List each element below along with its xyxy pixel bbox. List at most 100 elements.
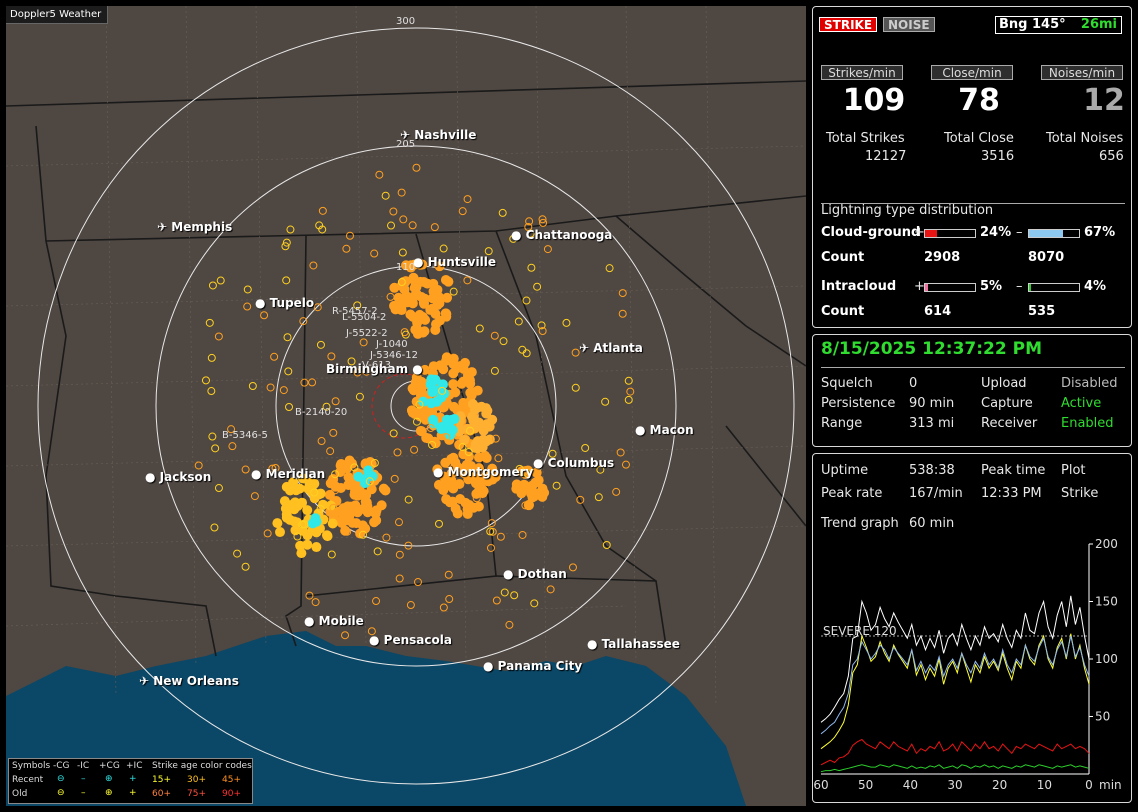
city-columbus[interactable]: ● Columbus bbox=[533, 456, 615, 470]
strike-marker bbox=[539, 218, 548, 227]
city-mobile[interactable]: ● Mobile bbox=[304, 614, 364, 628]
strike-marker bbox=[329, 503, 338, 512]
strike-marker bbox=[432, 300, 443, 311]
strike-marker bbox=[456, 378, 467, 389]
storm-label: J-1040 bbox=[376, 339, 408, 350]
strike-marker bbox=[496, 532, 505, 541]
upload-label: Upload bbox=[981, 376, 1027, 391]
ic-negative-bar bbox=[1028, 283, 1080, 292]
strike-marker bbox=[292, 500, 303, 511]
strike-marker bbox=[460, 497, 471, 508]
city-dot-icon: ● bbox=[413, 255, 424, 269]
strike-marker bbox=[413, 578, 422, 587]
bearing-display: Bng 145° 26mi bbox=[995, 16, 1122, 34]
strike-marker bbox=[581, 443, 590, 452]
strike-marker bbox=[596, 465, 605, 474]
recent-strike-marker bbox=[418, 396, 429, 407]
ring-label-middle: 205 bbox=[396, 139, 416, 150]
strike-marker bbox=[484, 247, 493, 256]
lightning-map[interactable]: Doppler5 Weather 300 205 110 ✈ Nashville… bbox=[6, 6, 806, 806]
strike-marker bbox=[409, 259, 420, 270]
close-per-min-header: Close/min bbox=[931, 65, 1013, 80]
distribution-title: Lightning type distribution bbox=[821, 203, 994, 218]
strike-marker bbox=[449, 287, 458, 296]
strike-marker bbox=[375, 170, 384, 179]
noise-indicator[interactable]: NOISE bbox=[883, 17, 935, 32]
city-atlanta[interactable]: ✈ Atlanta bbox=[579, 341, 643, 355]
strike-marker bbox=[397, 188, 406, 197]
city-dot-icon: ● bbox=[145, 470, 156, 484]
strike-marker bbox=[283, 333, 292, 342]
strike-marker bbox=[386, 292, 395, 301]
strike-marker bbox=[349, 489, 360, 500]
strike-marker bbox=[210, 523, 219, 532]
cg-negative-pct: 67% bbox=[1084, 225, 1116, 240]
strike-marker bbox=[616, 448, 625, 457]
city-tupelo[interactable]: ● Tupelo bbox=[255, 296, 315, 310]
strike-marker bbox=[458, 397, 469, 408]
strike-indicator[interactable]: STRIKE bbox=[819, 17, 878, 32]
strike-marker bbox=[466, 426, 475, 435]
city-montgomery[interactable]: ● Montgomery bbox=[433, 465, 534, 479]
strike-marker bbox=[316, 504, 325, 513]
city-huntsville[interactable]: ● Huntsville bbox=[413, 255, 496, 269]
old-pos-cg-icon: ⊕ bbox=[105, 788, 113, 798]
ic-positive-pct: 5% bbox=[980, 279, 1003, 294]
strike-marker bbox=[316, 340, 325, 349]
trend-graph-value[interactable]: 60 min bbox=[909, 516, 955, 531]
strike-marker bbox=[521, 501, 530, 510]
strike-marker bbox=[365, 477, 374, 486]
strike-marker bbox=[492, 471, 501, 480]
capture-value[interactable]: Active bbox=[1061, 396, 1102, 411]
strike-marker bbox=[397, 278, 406, 287]
strike-marker bbox=[526, 229, 535, 238]
strike-marker bbox=[317, 499, 328, 510]
strike-marker bbox=[355, 392, 364, 401]
storm-label: B-5346-5 bbox=[222, 430, 268, 441]
city-dot-icon: ● bbox=[503, 567, 514, 581]
strike-marker bbox=[470, 439, 481, 450]
city-nashville[interactable]: ✈ Nashville bbox=[400, 128, 477, 142]
strike-marker bbox=[398, 248, 407, 257]
strike-marker bbox=[487, 519, 496, 528]
strike-marker bbox=[519, 480, 530, 491]
plot-value[interactable]: Strike bbox=[1061, 486, 1099, 501]
y-tick-label: 150 bbox=[1095, 595, 1118, 609]
x-tick-label: 60 bbox=[813, 778, 828, 792]
city-pensacola[interactable]: ● Pensacola bbox=[369, 633, 452, 647]
x-axis-label: min bbox=[1099, 778, 1122, 792]
strike-marker bbox=[381, 191, 390, 200]
noises-per-min-value: 12 bbox=[1083, 83, 1125, 118]
city-memphis[interactable]: ✈ Memphis bbox=[157, 220, 233, 234]
strike-marker bbox=[358, 530, 367, 539]
strike-marker bbox=[491, 434, 500, 443]
city-dot-icon: ● bbox=[304, 614, 315, 628]
city-dothan[interactable]: ● Dothan bbox=[503, 567, 567, 581]
recent-strike-marker bbox=[425, 379, 436, 390]
strike-marker bbox=[404, 541, 413, 550]
upload-value[interactable]: Disabled bbox=[1061, 376, 1118, 391]
storm-label: J-5346-12 bbox=[370, 350, 418, 361]
city-jackson[interactable]: ● Jackson bbox=[145, 470, 212, 484]
storm-label: B-2140-20 bbox=[295, 407, 348, 418]
strike-marker bbox=[205, 318, 214, 327]
city-birmingham[interactable]: Birmingham ● bbox=[326, 362, 423, 376]
receiver-value[interactable]: Enabled bbox=[1061, 416, 1114, 431]
strike-marker bbox=[343, 527, 352, 536]
strike-marker bbox=[241, 562, 250, 571]
y-tick-label: 200 bbox=[1095, 537, 1118, 551]
storm-label: J-5522-2 bbox=[346, 328, 388, 339]
map-canvas[interactable] bbox=[6, 6, 806, 806]
cg-positive-count: 2908 bbox=[924, 250, 961, 265]
city-panama-city[interactable]: ● Panama City bbox=[483, 659, 583, 673]
city-tallahassee[interactable]: ● Tallahassee bbox=[587, 637, 680, 651]
city-macon[interactable]: ● Macon bbox=[635, 423, 694, 437]
cg-positive-pct: 24% bbox=[980, 225, 1012, 240]
strike-marker bbox=[533, 282, 542, 291]
strike-marker bbox=[227, 425, 236, 434]
city-meridian[interactable]: ● Meridian bbox=[251, 467, 326, 481]
strike-marker bbox=[562, 318, 571, 327]
x-tick-label: 0 bbox=[1085, 778, 1093, 792]
city-chattanooga[interactable]: ● Chattanooga bbox=[511, 228, 613, 242]
city-new-orleans[interactable]: ✈ New Orleans bbox=[139, 674, 239, 688]
